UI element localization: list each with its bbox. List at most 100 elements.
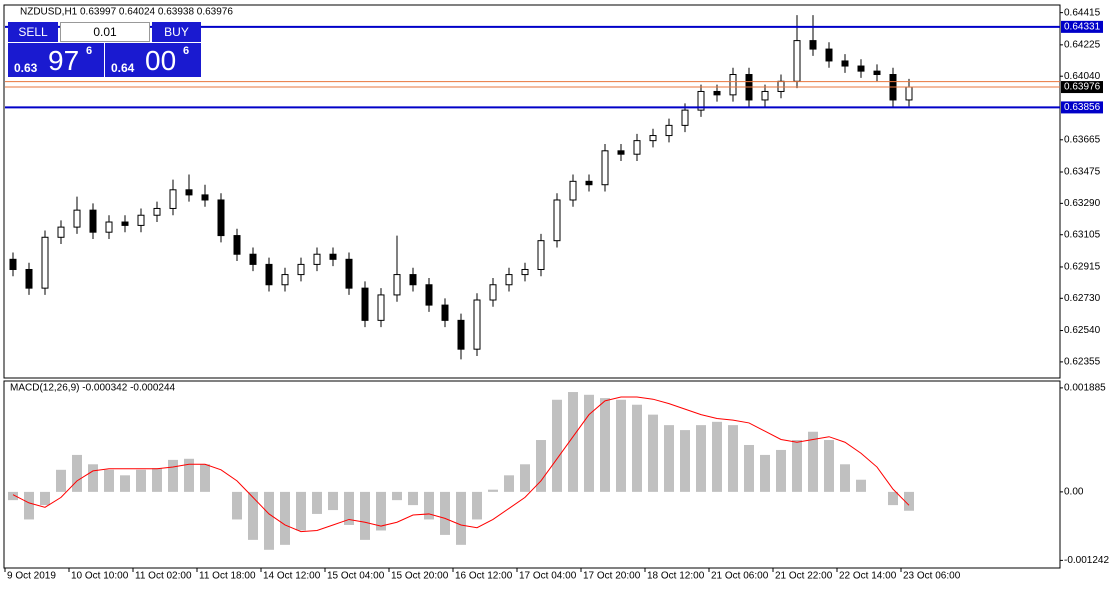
candle-body	[169, 189, 177, 209]
x-tick-label: 16 Oct 12:00	[455, 571, 513, 582]
y-tick-label: 0.63290	[1064, 198, 1101, 209]
x-tick-label: 21 Oct 06:00	[711, 571, 769, 582]
macd-bar	[600, 398, 610, 492]
candle-body	[425, 284, 433, 306]
sell-button[interactable]: SELL	[8, 22, 58, 42]
candle-body	[377, 294, 385, 321]
price-small: 6	[183, 45, 190, 57]
sell-price[interactable]: 0.63 97 6	[8, 43, 104, 77]
candle-body	[649, 135, 657, 142]
candle-body	[585, 180, 593, 186]
candle-body	[761, 90, 769, 101]
macd-bar	[584, 394, 594, 492]
macd-bar	[88, 464, 98, 492]
candle-body	[281, 274, 289, 286]
candle-body	[153, 207, 161, 216]
lot-input[interactable]: 0.01	[60, 22, 150, 42]
candle-body	[457, 319, 465, 350]
signal-line	[12, 396, 910, 533]
y-tick-label: 0.64415	[1064, 7, 1101, 18]
macd-bar	[776, 449, 786, 492]
candle-body	[633, 140, 641, 155]
x-tick-label: 23 Oct 06:00	[903, 571, 961, 582]
macd-bar	[808, 431, 818, 492]
macd-bar	[792, 440, 802, 492]
candle-body	[857, 65, 865, 72]
macd-bar	[24, 491, 34, 520]
candle-body	[313, 253, 321, 265]
buy-button[interactable]: BUY	[152, 22, 201, 42]
macd-frame	[3, 380, 1061, 569]
macd-bar	[232, 491, 242, 520]
candle-body	[665, 124, 673, 137]
macd-bar	[568, 392, 578, 492]
macd-bar	[408, 491, 418, 506]
x-tick-label: 11 Oct 02:00	[135, 571, 192, 582]
candle-body	[393, 274, 401, 296]
x-tick-label: 9 Oct 2019	[7, 571, 56, 582]
y-tick-label: 0.001885	[1064, 383, 1106, 394]
macd-bar	[360, 491, 370, 540]
macd-bar	[504, 475, 514, 492]
macd-bar	[648, 414, 658, 492]
macd-bar	[632, 404, 642, 492]
candle-body	[265, 263, 273, 286]
macd-bar	[56, 469, 66, 492]
macd-bar	[616, 399, 626, 492]
macd-bar	[168, 459, 178, 492]
price-level-box	[1061, 81, 1103, 94]
symbol: NZDUSD,H1	[20, 7, 78, 18]
x-tick-label: 22 Oct 14:00	[839, 571, 897, 582]
candle-body	[841, 60, 849, 67]
y-tick-label: 0.63475	[1064, 167, 1101, 178]
y-tick-label: 0.64040	[1064, 71, 1101, 82]
candle-body	[825, 48, 833, 62]
candle-body	[729, 74, 737, 96]
ohlc: 0.63997 0.64024 0.63938 0.63976	[80, 7, 233, 18]
macd-bar	[888, 491, 898, 506]
candle-body	[441, 304, 449, 321]
macd-bar	[8, 491, 18, 501]
macd-bar	[440, 491, 450, 535]
candle-body	[905, 86, 913, 101]
y-tick-label: 0.62540	[1064, 325, 1101, 336]
macd-title: MACD(12,26,9) -0.000342 -0.000244	[10, 383, 176, 394]
buy-price[interactable]: 0.64 00 6	[105, 43, 201, 77]
macd-bar	[104, 469, 114, 492]
macd-bar	[824, 440, 834, 492]
y-tick-label: -0.001242	[1064, 555, 1109, 566]
candle-body	[409, 274, 417, 286]
candle-body	[41, 236, 49, 289]
macd-bar	[344, 491, 354, 525]
candle-body	[505, 274, 513, 286]
candle-body	[713, 90, 721, 96]
macd-bar	[488, 489, 498, 492]
macd-bar	[72, 454, 82, 492]
macd-bar	[312, 491, 322, 514]
y-tick-label: 0.63665	[1064, 134, 1101, 145]
macd-bar	[552, 399, 562, 492]
price-small: 6	[86, 45, 93, 57]
candle-body	[57, 226, 65, 238]
price-prefix: 0.63	[14, 61, 38, 75]
price-prefix: 0.64	[111, 61, 135, 75]
macd-bar	[376, 491, 386, 531]
macd-bar	[840, 464, 850, 492]
macd-bar	[248, 491, 258, 540]
candle-body	[793, 40, 801, 82]
candle-body	[185, 189, 193, 196]
price-level-label: 0.63856	[1064, 102, 1101, 113]
candle-body	[569, 180, 577, 201]
macd-bar	[200, 464, 210, 492]
candle-body	[233, 235, 241, 255]
macd-bar	[856, 479, 866, 492]
x-tick-label: 15 Oct 04:00	[327, 571, 385, 582]
candle-body	[553, 199, 561, 242]
candle-body	[777, 80, 785, 92]
x-tick-label: 15 Oct 20:00	[391, 571, 449, 582]
y-tick-label: 0.62915	[1064, 262, 1101, 273]
candle-body	[9, 258, 17, 270]
candle-body	[873, 70, 881, 76]
macd-bar	[136, 469, 146, 492]
